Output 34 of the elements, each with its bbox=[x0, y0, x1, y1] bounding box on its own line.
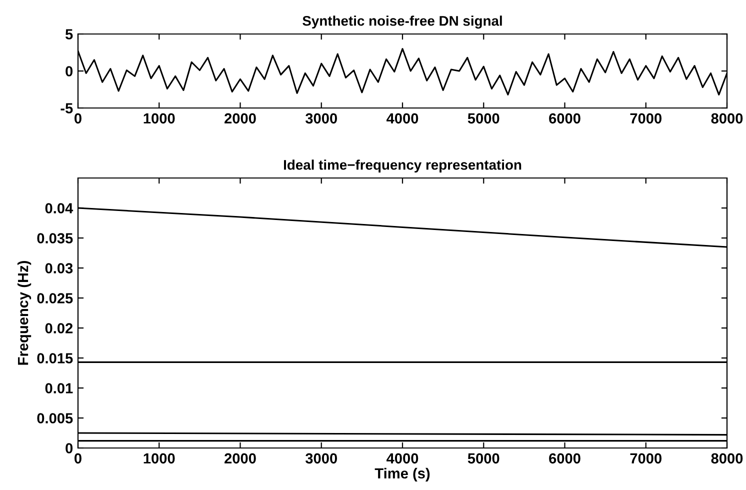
chart-title: Synthetic noise-free DN signal bbox=[302, 16, 502, 29]
y-tick-label: 0.01 bbox=[45, 383, 73, 394]
y-tick-label: 0 bbox=[66, 443, 73, 454]
x-tick-label: 5000 bbox=[468, 453, 500, 464]
y-axis-title: Frequency (Hz) bbox=[18, 261, 32, 365]
y-tick-label: 0.04 bbox=[45, 203, 74, 214]
chart-title: Ideal time−frequency representation bbox=[284, 160, 522, 173]
x-tick-label: 2000 bbox=[224, 453, 256, 464]
x-tick-label: 8000 bbox=[711, 113, 743, 124]
x-tick-label: 0 bbox=[74, 113, 82, 124]
y-tick-label: 0 bbox=[66, 66, 73, 76]
x-tick-label: 6000 bbox=[549, 453, 580, 464]
y-tick-label: 0.025 bbox=[37, 293, 73, 304]
x-tick-label: 2000 bbox=[224, 113, 256, 124]
y-tick-label: 0.015 bbox=[37, 353, 73, 364]
x-tick-label: 8000 bbox=[711, 453, 743, 464]
y-tick-label: 0.035 bbox=[37, 233, 73, 244]
x-axis-title: Time (s) bbox=[374, 468, 430, 482]
x-tick-label: 1000 bbox=[144, 453, 175, 464]
x-tick-label: 1000 bbox=[144, 113, 175, 124]
y-tick-label: 0.03 bbox=[45, 263, 73, 274]
y-tick-label: 0.005 bbox=[37, 413, 73, 424]
x-tick-label: 0 bbox=[74, 453, 82, 464]
y-tick-label: 5 bbox=[65, 29, 73, 40]
x-tick-label: 4000 bbox=[386, 113, 418, 124]
x-tick-label: 6000 bbox=[549, 113, 580, 124]
y-tick-label: -5 bbox=[60, 103, 73, 114]
y-tick-label: 0.02 bbox=[45, 323, 73, 334]
x-tick-label: 7000 bbox=[630, 453, 662, 464]
x-tick-label: 3000 bbox=[305, 113, 337, 124]
x-tick-label: 4000 bbox=[386, 453, 418, 464]
x-tick-label: 3000 bbox=[305, 453, 337, 464]
x-tick-label: 7000 bbox=[630, 113, 662, 124]
x-tick-label: 5000 bbox=[468, 113, 500, 124]
